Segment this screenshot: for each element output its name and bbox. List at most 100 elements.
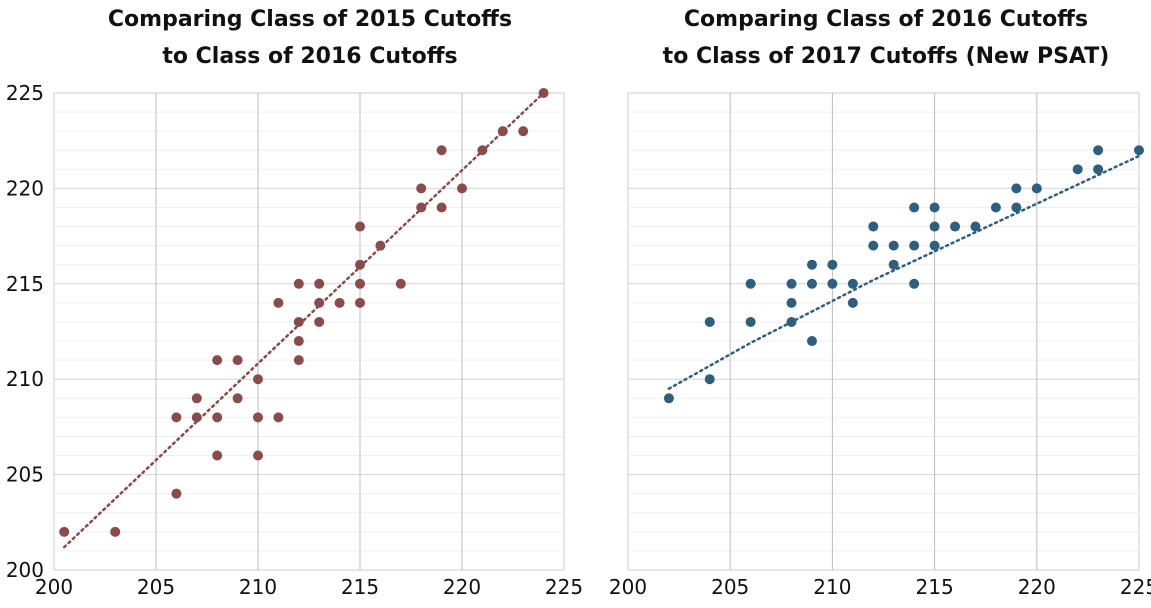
data-points [59,88,549,537]
y-tick-label: 205 [6,463,44,487]
plot-area [627,92,1140,571]
data-point [253,412,263,423]
trendline-path [667,154,1141,390]
data-point [929,240,940,251]
data-point [1093,164,1104,175]
trendline [62,91,545,549]
data-point [888,259,899,270]
data-point [110,526,121,537]
data-point [1134,145,1144,156]
data-point [704,374,715,385]
data-point [457,183,467,194]
data-point [786,278,797,289]
data-point [232,355,243,366]
data-point [1031,183,1042,194]
data-points [663,145,1144,404]
data-point [1011,202,1022,213]
data-point [314,278,325,289]
data-point [212,450,223,461]
data-point [806,336,817,347]
data-point [191,393,202,404]
data-point [191,412,202,423]
data-point [909,278,920,289]
data-point [355,259,365,270]
data-point [868,221,879,232]
y-tick-label: 220 [6,176,44,200]
data-point [212,412,223,423]
x-tick-label: 220 [1018,575,1056,599]
chart-panel-right: Comparing Class of 2016 Cutoffs to Class… [609,7,1151,599]
data-point [171,412,182,423]
data-point [806,259,817,270]
data-point [293,278,304,289]
x-tick-label: 200 [609,575,647,599]
data-point [909,240,920,251]
data-point [375,240,386,251]
data-point [1093,145,1104,156]
data-point [847,278,858,289]
data-point [293,336,304,347]
x-tick-label: 205 [711,575,749,599]
data-point [909,202,920,213]
x-tick-label: 225 [545,575,583,599]
data-point [806,278,817,289]
data-point [212,355,223,366]
data-point [786,297,797,308]
data-point [929,202,940,213]
data-point [355,221,365,232]
grid [54,93,564,570]
chart-title-line-1: Comparing Class of 2015 Cutoffs [108,7,512,32]
trendline [667,154,1141,390]
x-tick-labels: 200 205 210 215 220 225 [35,575,583,599]
data-point [847,297,858,308]
data-point [868,240,879,251]
x-tick-label: 205 [137,575,175,599]
x-tick-label: 225 [1120,575,1151,599]
data-point [416,183,427,194]
data-point [293,355,304,366]
data-point [497,126,508,137]
y-tick-labels: 200 205 210 215 220 225 [6,81,44,582]
chart-title-line-1: Comparing Class of 2016 Cutoffs [684,7,1088,32]
data-point [59,526,70,537]
x-tick-label: 210 [239,575,277,599]
data-point [436,145,447,156]
grid [628,93,1139,570]
y-tick-label: 200 [6,558,44,582]
x-tick-label: 200 [35,575,73,599]
data-point [314,316,325,327]
data-point [970,221,981,232]
data-point [436,202,447,213]
trendline-path [62,91,545,549]
data-point [293,316,304,327]
x-tick-labels: 200 205 210 215 220 225 [609,575,1151,599]
chart-title-line-2: to Class of 2017 Cutoffs (New PSAT) [663,44,1110,69]
data-point [314,297,325,308]
data-point [786,316,797,327]
data-point [888,240,899,251]
chart-panel-left: Comparing Class of 2015 Cutoffs to Class… [6,7,583,599]
data-point [745,278,756,289]
data-point [253,450,263,461]
data-point [950,221,961,232]
data-point [929,221,940,232]
data-point [704,316,715,327]
data-point [518,126,529,137]
y-tick-label: 225 [6,81,44,105]
chart-title-line-2: to Class of 2016 Cutoffs [162,44,457,69]
y-tick-label: 210 [6,367,44,391]
data-point [1072,164,1083,175]
data-point [990,202,1001,213]
data-point [538,88,549,98]
data-point [355,278,365,289]
data-point [827,259,838,270]
plot-area [53,92,565,571]
data-point [1011,183,1022,194]
data-point [171,488,182,499]
data-point [232,393,243,404]
data-point [827,278,838,289]
data-point [334,297,345,308]
x-tick-label: 215 [916,575,954,599]
y-tick-label: 215 [6,272,44,296]
